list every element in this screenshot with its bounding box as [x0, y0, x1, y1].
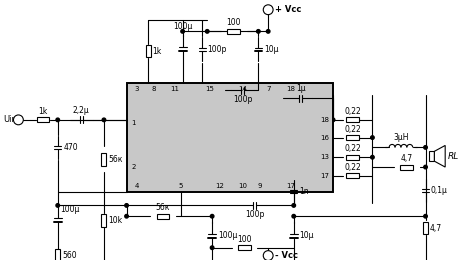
- Bar: [101, 214, 106, 226]
- Circle shape: [56, 204, 59, 207]
- Text: 560: 560: [62, 251, 77, 260]
- Text: 11: 11: [170, 87, 179, 92]
- Text: 15: 15: [204, 87, 213, 92]
- Text: 100μ: 100μ: [173, 22, 192, 31]
- Text: 10μ: 10μ: [299, 231, 313, 240]
- Circle shape: [263, 5, 273, 15]
- Circle shape: [423, 214, 426, 218]
- Text: 56к: 56к: [108, 155, 123, 164]
- Text: 3: 3: [134, 87, 138, 92]
- Circle shape: [291, 204, 295, 207]
- Circle shape: [13, 115, 23, 125]
- Bar: [101, 153, 106, 166]
- Text: Uin: Uin: [4, 115, 17, 124]
- Bar: [126, 83, 332, 192]
- Text: 10k: 10k: [108, 216, 122, 225]
- Text: 1n: 1n: [298, 187, 308, 196]
- Polygon shape: [433, 145, 444, 167]
- Text: 4,7: 4,7: [400, 154, 412, 163]
- Text: 0,22: 0,22: [344, 163, 360, 172]
- Text: 5: 5: [178, 183, 182, 189]
- Text: 100p: 100p: [232, 95, 252, 104]
- Text: 470: 470: [63, 143, 78, 152]
- Text: 0,22: 0,22: [344, 125, 360, 134]
- Text: 100μ: 100μ: [61, 205, 80, 214]
- Text: 10: 10: [238, 183, 246, 189]
- Bar: [400, 165, 412, 170]
- Text: 17: 17: [319, 173, 329, 179]
- Bar: [346, 174, 358, 178]
- Text: 2: 2: [131, 164, 135, 170]
- Text: 4: 4: [134, 183, 138, 189]
- Text: 7: 7: [265, 87, 270, 92]
- Text: 13: 13: [319, 154, 329, 160]
- Text: 3μH: 3μH: [392, 134, 408, 143]
- Text: 0,1μ: 0,1μ: [430, 186, 447, 195]
- Text: 18: 18: [285, 87, 295, 92]
- Text: RL: RL: [447, 152, 459, 161]
- Bar: [346, 155, 358, 160]
- Text: - Vcc: - Vcc: [274, 251, 297, 260]
- Text: 12: 12: [215, 183, 224, 189]
- Text: 9: 9: [257, 183, 261, 189]
- Text: 14: 14: [238, 87, 246, 92]
- Bar: [422, 222, 427, 234]
- Text: 1k: 1k: [152, 47, 162, 55]
- Circle shape: [330, 118, 334, 122]
- Text: 56к: 56к: [155, 203, 170, 212]
- Text: 0,22: 0,22: [344, 107, 360, 116]
- Circle shape: [370, 155, 373, 159]
- Text: 100p: 100p: [244, 210, 263, 219]
- Bar: [156, 214, 169, 219]
- Bar: [37, 117, 49, 122]
- Circle shape: [210, 214, 213, 218]
- Circle shape: [210, 246, 213, 250]
- Text: 2,2μ: 2,2μ: [73, 106, 90, 115]
- Bar: [346, 117, 358, 122]
- Text: 1μ: 1μ: [295, 84, 305, 93]
- Text: 17: 17: [285, 183, 295, 189]
- Bar: [227, 29, 240, 34]
- Circle shape: [291, 214, 295, 218]
- Text: 1: 1: [131, 120, 136, 126]
- Text: 100: 100: [226, 18, 241, 27]
- Bar: [346, 135, 358, 140]
- Text: 8: 8: [151, 87, 156, 92]
- Bar: [146, 45, 151, 57]
- Text: + Vcc: + Vcc: [274, 5, 301, 14]
- Text: 1k: 1k: [38, 107, 47, 116]
- Text: 16: 16: [319, 135, 329, 140]
- Circle shape: [102, 118, 106, 122]
- Circle shape: [124, 214, 128, 218]
- Circle shape: [205, 30, 208, 33]
- Bar: [238, 245, 251, 250]
- Bar: [55, 249, 60, 262]
- Circle shape: [370, 136, 373, 139]
- Text: 100: 100: [237, 235, 251, 244]
- Text: 100μ: 100μ: [218, 231, 237, 240]
- Circle shape: [56, 118, 59, 122]
- Text: 18: 18: [319, 117, 329, 123]
- Circle shape: [266, 30, 269, 33]
- Circle shape: [263, 251, 273, 260]
- Circle shape: [124, 204, 128, 207]
- Text: 4,7: 4,7: [429, 224, 441, 232]
- Circle shape: [256, 30, 259, 33]
- Text: 100p: 100p: [207, 44, 227, 54]
- Text: 10μ: 10μ: [263, 44, 278, 54]
- Circle shape: [180, 30, 184, 33]
- Circle shape: [423, 146, 426, 149]
- Circle shape: [423, 165, 426, 169]
- Text: 0,22: 0,22: [344, 144, 360, 153]
- Bar: [429, 151, 433, 161]
